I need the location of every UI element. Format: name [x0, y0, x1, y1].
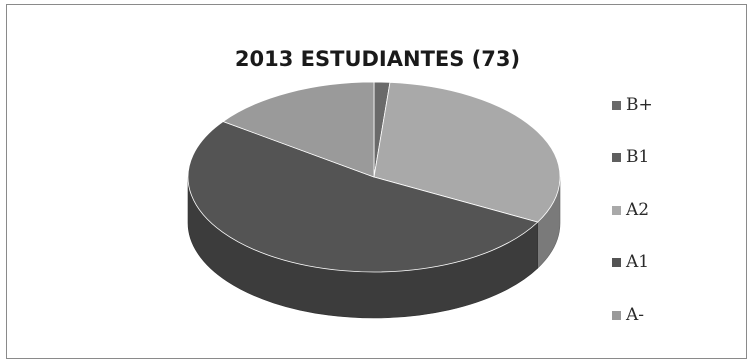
pie-slice-a2	[373, 81, 561, 223]
pie-chart	[187, 81, 561, 319]
legend-label-b-plus: B+	[626, 95, 653, 115]
legend-item-a2: A2	[612, 200, 649, 220]
legend-label-b1: B1	[626, 147, 650, 167]
legend-item-b-plus: B+	[612, 95, 653, 115]
legend-item-a1: A1	[612, 252, 649, 272]
legend-label-a-minus: A-	[626, 305, 645, 325]
legend-item-b1: B1	[612, 147, 649, 167]
pie-slice-a-minus	[222, 81, 375, 178]
legend-swatch-a2	[612, 205, 621, 215]
legend-swatch-b-plus	[612, 100, 621, 110]
legend-label-a2: A2	[626, 200, 650, 220]
legend-swatch-a-minus	[612, 310, 621, 320]
legend-label-a1: A1	[626, 252, 650, 272]
pie-slice-a1	[187, 121, 539, 273]
legend-swatch-a1	[612, 257, 621, 267]
chart-frame: 2013 ESTUDIANTES (73) B+ B1 A2 A1 A-	[6, 4, 747, 359]
legend-swatch-b1	[612, 152, 621, 162]
legend-item-a-minus: A-	[612, 305, 644, 325]
chart-title: 2013 ESTUDIANTES (73)	[234, 47, 521, 71]
